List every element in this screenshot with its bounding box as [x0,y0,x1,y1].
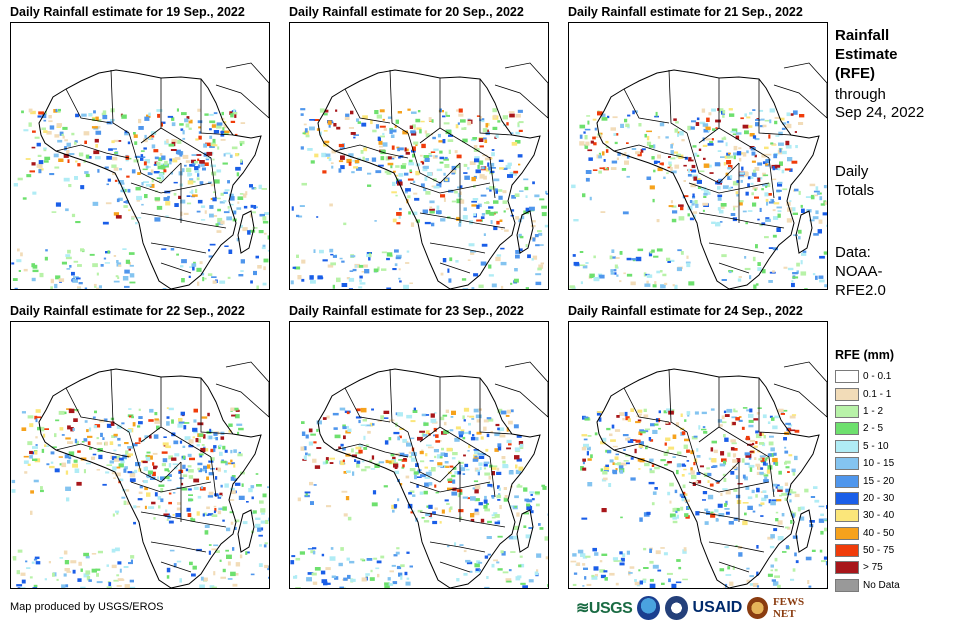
legend-item: 2 - 5 [835,420,900,437]
legend-title: RFE (mm) [835,348,895,362]
rainfall-map [11,62,269,289]
country-borders [317,361,548,588]
map-panel-6: Daily Rainfall estimate for 24 Sep., 202… [568,304,828,589]
legend-label: No Data [863,579,900,591]
fews-globe-icon [747,597,768,619]
panel-title: Daily Rainfall estimate for 22 Sep., 202… [10,304,245,318]
legend-label: 15 - 20 [863,475,895,487]
map-frame [289,321,549,589]
panel-title: Daily Rainfall estimate for 23 Sep., 202… [289,304,524,318]
map-frame [568,321,828,589]
data-label: Data: [835,244,871,261]
legend-swatch [835,404,859,418]
fews-net-logo: FEWS NET [772,596,805,620]
map-panel-2: Daily Rainfall estimate for 20 Sep., 202… [289,5,549,290]
legend-label: 20 - 30 [863,492,895,504]
sidebar-title-line: (RFE) [835,65,875,82]
map-frame [10,22,270,290]
rainfall-map [570,361,827,588]
legend-swatch [835,370,859,384]
legend-swatch [835,422,859,436]
legend-label: 40 - 50 [863,527,895,539]
legend-swatch [835,561,859,575]
legend-item: 10 - 15 [835,455,900,472]
legend-item: 30 - 40 [835,507,900,524]
country-borders [38,62,269,289]
map-credit: Map produced by USGS/EROS [10,601,164,613]
country-borders [38,361,269,588]
data-source-line-2: RFE2.0 [835,282,886,299]
rainfall-map [569,62,827,289]
panel-title: Daily Rainfall estimate for 20 Sep., 202… [289,5,524,19]
legend-label: 30 - 40 [863,510,895,522]
legend-label: 50 - 75 [863,545,895,557]
legend-label: 5 - 10 [863,440,889,452]
legend-swatch [835,387,859,401]
rainfall-map [11,361,269,588]
usaid-logo: USAID [692,599,743,616]
totals-label: Totals [835,182,875,199]
legend-swatch [835,474,859,488]
map-panel-4: Daily Rainfall estimate for 22 Sep., 202… [10,304,270,589]
country-borders [596,62,827,289]
legend-swatch [835,491,859,505]
legend-label: 1 - 2 [863,405,884,417]
through-label: through [835,86,886,103]
rainfall-overlay [11,108,269,289]
through-date: Sep 24, 2022 [835,104,925,121]
rainfall-overlay [290,407,548,588]
map-frame [10,321,270,589]
legend-label: 0 - 0.1 [863,371,892,383]
panel-title: Daily Rainfall estimate for 24 Sep., 202… [568,304,803,318]
daily-label: Daily [835,163,869,180]
legend-swatch [835,439,859,453]
logo-strip: ≋USGS USAID FEWS NET [576,594,826,622]
map-panel-3: Daily Rainfall estimate for 21 Sep., 202… [568,5,828,290]
legend-item: 1 - 2 [835,403,900,420]
map-panel-5: Daily Rainfall estimate for 23 Sep., 202… [289,304,549,589]
legend-label: 10 - 15 [863,458,895,470]
legend-item: > 75 [835,559,900,576]
dos-seal-icon [664,596,688,620]
legend-item: 0.1 - 1 [835,385,900,402]
legend-label: > 75 [863,562,883,574]
legend-swatch [835,526,859,540]
data-source-line-1: NOAA- [835,263,883,280]
legend-swatch [835,457,859,471]
legend-item: 5 - 10 [835,438,900,455]
map-frame [568,22,828,290]
legend: 0 - 0.1 0.1 - 1 1 - 2 2 - 5 5 - 10 10 - 15 15 … [835,368,900,594]
sidebar-title-line: Estimate [835,46,898,63]
legend-swatch [835,509,859,523]
legend-swatch [835,544,859,558]
panel-title: Daily Rainfall estimate for 21 Sep., 202… [568,5,803,19]
country-borders [596,361,827,588]
legend-label: 0.1 - 1 [863,388,892,400]
rainfall-map [290,62,548,289]
legend-item: 15 - 20 [835,472,900,489]
noaa-logo-icon [637,596,660,620]
map-panel-1: Daily Rainfall estimate for 19 Sep., 202… [10,5,270,290]
legend-item: 40 - 50 [835,525,900,542]
panel-title: Daily Rainfall estimate for 19 Sep., 202… [10,5,245,19]
rainfall-overlay [570,407,827,588]
legend-item: 0 - 0.1 [835,368,900,385]
map-frame [289,22,549,290]
rainfall-map [290,361,548,588]
sidebar-title-line: Rainfall [835,27,890,44]
country-borders [317,62,548,289]
legend-item: No Data [835,577,900,594]
rainfall-overlay [11,407,269,588]
sidebar-title: Rainfall Estimate (RFE) [835,26,898,83]
legend-item: 50 - 75 [835,542,900,559]
legend-label: 2 - 5 [863,423,884,435]
legend-swatch [835,578,859,592]
legend-item: 20 - 30 [835,490,900,507]
usgs-logo: ≋USGS [576,600,633,617]
